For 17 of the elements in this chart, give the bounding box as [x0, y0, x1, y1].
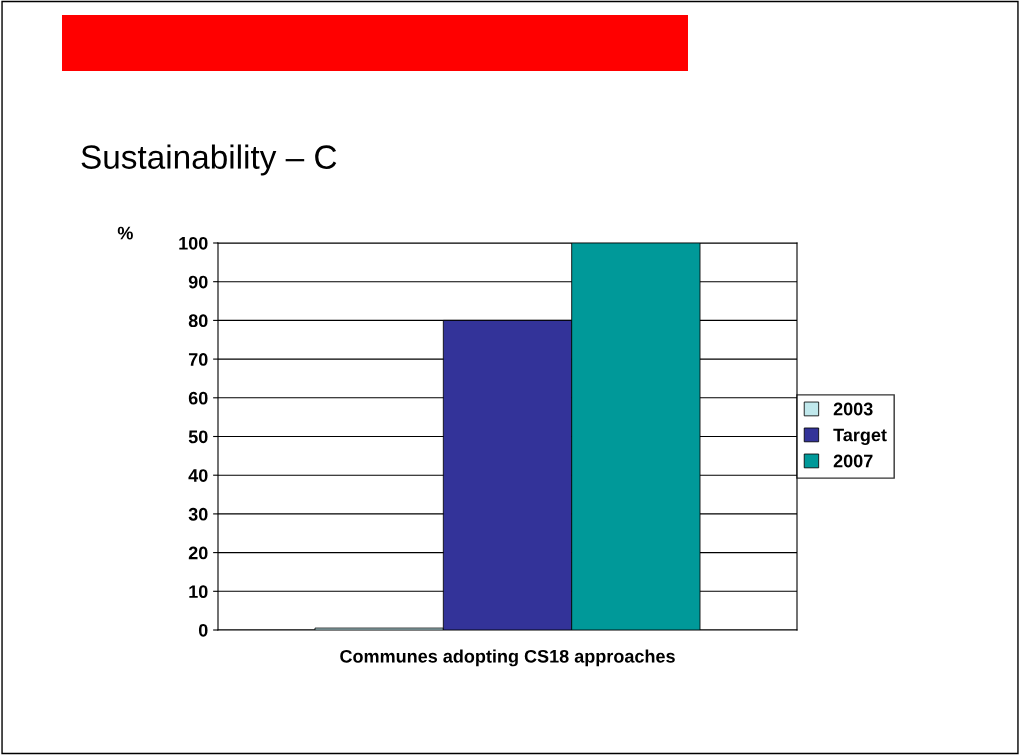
y-tick-label: 50 — [188, 430, 208, 444]
y-tick-label: 80 — [188, 314, 208, 328]
legend-label: 2003 — [833, 402, 873, 416]
y-tick-label: 20 — [188, 546, 208, 560]
chart-title: Sustainability – C — [81, 144, 337, 176]
y-tick-label: 60 — [188, 391, 208, 405]
legend-label: Target — [833, 428, 887, 445]
y-tick-label: 40 — [188, 469, 208, 482]
x-tick-label: Communes adopting CS18 approaches — [340, 649, 675, 667]
y-tick-label: 10 — [189, 585, 208, 599]
y-tick-label: 70 — [188, 353, 208, 366]
y-tick-label: 90 — [188, 275, 208, 289]
y-tick-label: 0 — [198, 623, 208, 637]
y-tick-label: 30 — [188, 507, 208, 521]
y-axis-title: % — [117, 226, 133, 240]
legend-label: 2007 — [833, 454, 873, 468]
y-tick-label: 100 — [179, 236, 208, 250]
